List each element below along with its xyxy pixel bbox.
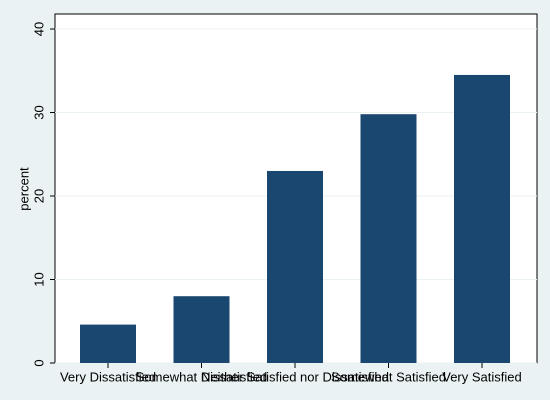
y-axis-label: percent <box>16 167 31 211</box>
bar <box>173 296 230 363</box>
x-tick-label: Very Satisfied <box>442 369 522 384</box>
x-tick-label: Somewhat Dissatisfied <box>136 369 268 384</box>
x-tick-label: Very Dissatisfied <box>60 369 156 384</box>
y-tick-label: 30 <box>31 105 46 119</box>
y-tick-label: 10 <box>31 272 46 286</box>
bar <box>80 324 136 363</box>
y-tick-label: 20 <box>31 189 46 203</box>
bar <box>454 74 510 363</box>
y-tick-label: 0 <box>31 359 46 366</box>
y-tick-label: 40 <box>31 22 46 36</box>
x-tick-label: Neither Satisfied nor Dissatisfied <box>201 369 389 384</box>
bar <box>360 114 417 363</box>
bar <box>267 170 323 363</box>
x-tick-label: Somewhat Satisfied <box>331 369 446 384</box>
